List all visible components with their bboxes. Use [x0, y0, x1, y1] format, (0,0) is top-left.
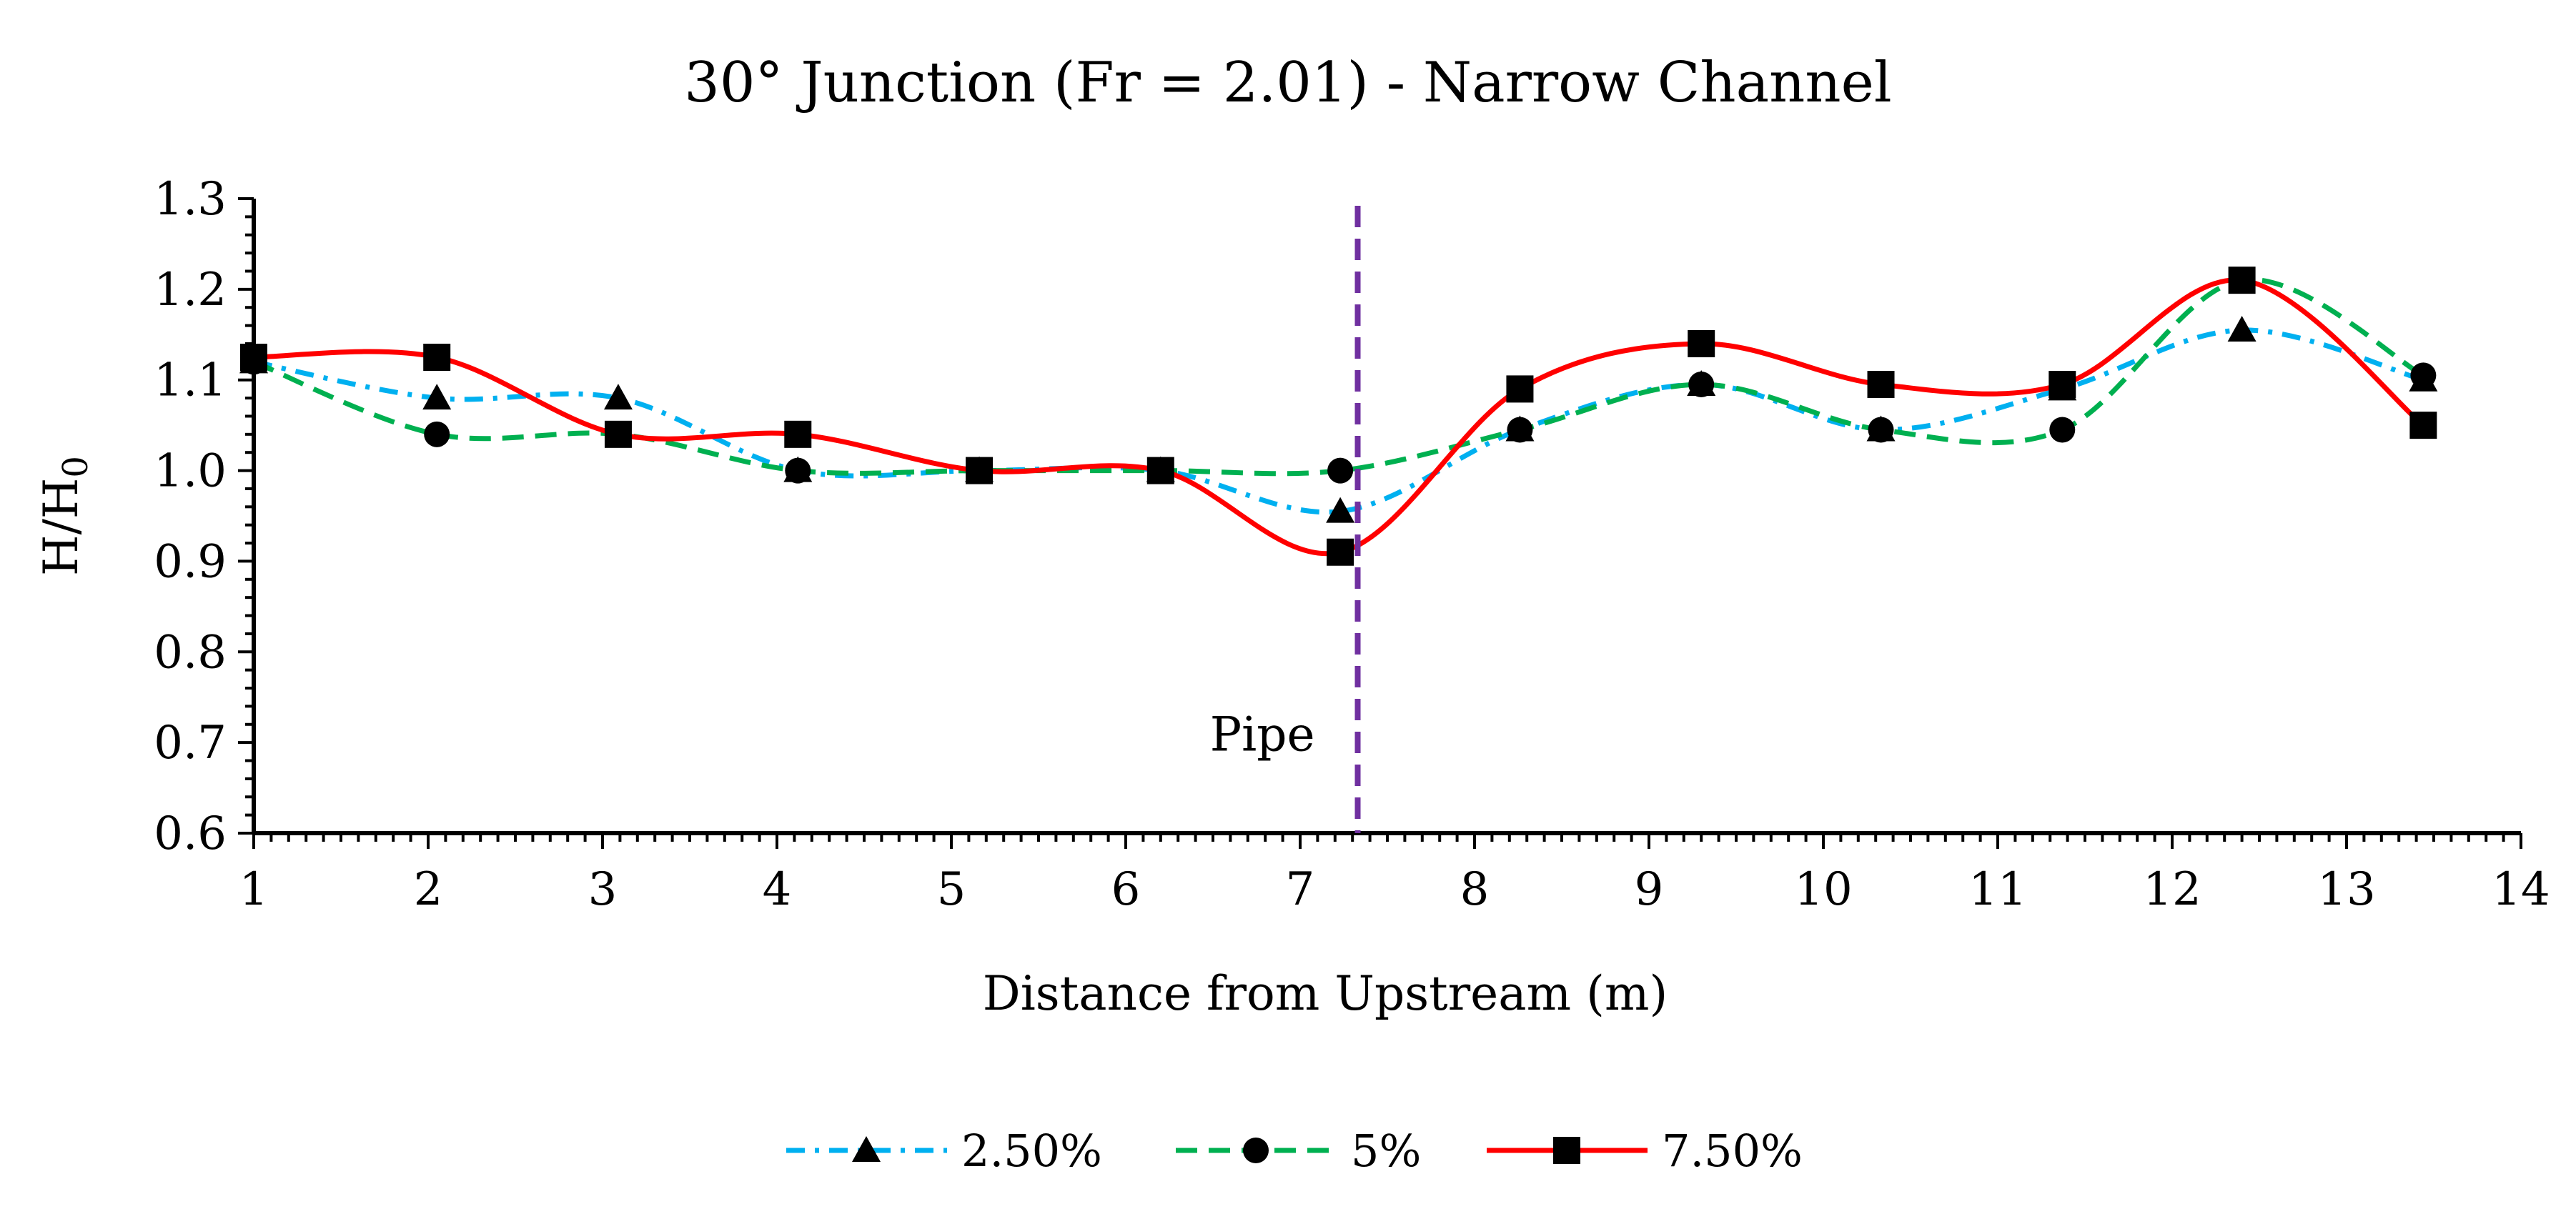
y-tick-label: 1.2 [154, 264, 227, 317]
legend-label: 5% [1351, 1125, 1421, 1177]
data-point [1326, 497, 1355, 523]
data-point [2049, 417, 2076, 443]
legend-item: 5% [1176, 1125, 1421, 1177]
legend-marker [1553, 1137, 1580, 1164]
data-point [423, 344, 451, 371]
y-tick-label: 0.9 [154, 535, 227, 588]
y-axis-label-subscript: 0 [56, 456, 96, 478]
y-tick-label: 0.7 [154, 717, 227, 770]
pipe-annotation: Pipe [1210, 707, 1315, 762]
data-point [2409, 412, 2437, 439]
y-tick-label: 0.6 [154, 807, 227, 860]
x-tick-label: 8 [1460, 863, 1490, 916]
data-point [2410, 362, 2437, 389]
legend-item: 2.50% [786, 1125, 1102, 1177]
x-tick-label: 2 [414, 863, 443, 916]
data-point [2228, 267, 2256, 294]
legend-marker [852, 1136, 881, 1162]
x-tick-label: 13 [2317, 863, 2375, 916]
series-layer [239, 267, 2438, 566]
data-point [1327, 538, 1354, 566]
y-axis-label: H/H0 [34, 456, 96, 576]
data-point [1507, 417, 1533, 443]
legend-label: 7.50% [1662, 1125, 1803, 1177]
x-tick-label: 5 [937, 863, 966, 916]
data-point [424, 421, 450, 447]
legend: 2.50% 5% 7.50% [786, 1125, 1803, 1177]
y-tick-label: 1.1 [154, 354, 227, 407]
y-tick-label: 1.3 [154, 173, 227, 226]
x-tick-label: 6 [1111, 863, 1141, 916]
data-point [1868, 417, 1894, 443]
data-point [1327, 457, 1354, 484]
x-tick-label: 1 [239, 863, 269, 916]
x-tick-label: 10 [1794, 863, 1852, 916]
annotation-layer: Pipe [1210, 206, 1361, 833]
x-axis-label: Distance from Upstream (m) [983, 966, 1668, 1021]
legend-label: 2.50% [961, 1125, 1102, 1177]
data-point [2227, 315, 2257, 342]
data-point [1688, 329, 1715, 357]
data-point [1688, 372, 1715, 398]
chart-title: 30° Junction (Fr = 2.01) - Narrow Channe… [684, 51, 1891, 115]
data-point [785, 457, 811, 484]
x-tick-label: 4 [763, 863, 792, 916]
data-point [784, 420, 812, 448]
data-point [1867, 371, 1895, 399]
x-tick-label: 3 [588, 863, 618, 916]
data-point [422, 384, 452, 410]
x-tick-label: 9 [1635, 863, 1664, 916]
x-tick-label: 12 [2143, 863, 2201, 916]
data-point [603, 384, 633, 410]
data-point [240, 344, 267, 371]
data-point [1146, 457, 1174, 484]
legend-marker [1243, 1138, 1269, 1163]
y-tick-label: 0.8 [154, 626, 227, 679]
y-tick-label: 1.0 [154, 445, 227, 498]
data-point [1506, 375, 1534, 403]
data-point [2049, 371, 2076, 399]
x-tick-label: 14 [2492, 863, 2550, 916]
x-tick-label: 11 [1968, 863, 2026, 916]
data-point [966, 457, 994, 484]
data-point [604, 420, 632, 448]
axes: 0.60.70.80.91.01.11.21.31 2 3 4 5 6 7 8 9 10 11 12 1… [154, 173, 2550, 916]
series-line [252, 277, 2425, 477]
x-tick-label: 7 [1286, 863, 1315, 916]
legend-item: 7.50% [1487, 1125, 1803, 1177]
y-axis-label-main: H/H [34, 478, 89, 576]
